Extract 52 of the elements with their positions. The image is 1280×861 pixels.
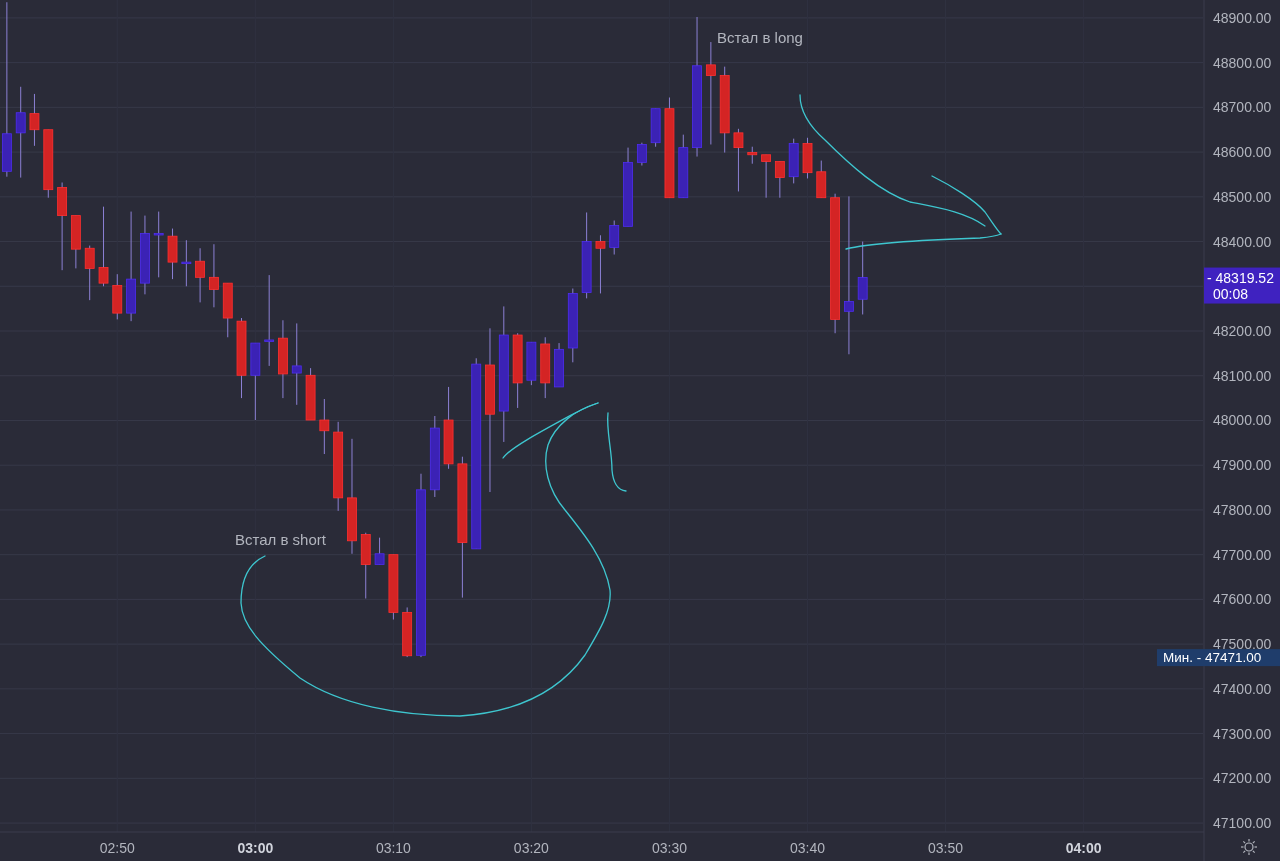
candlestick <box>374 537 385 566</box>
candlestick <box>844 195 854 355</box>
candlestick <box>319 398 330 455</box>
y-tick-label: 48200.00 <box>1213 323 1272 340</box>
y-tick-label: 47700.00 <box>1213 546 1272 563</box>
y-tick-label: 48500.00 <box>1213 188 1272 205</box>
candlestick <box>761 154 772 199</box>
y-tick-label: 48900.00 <box>1213 9 1272 26</box>
y-tick-label: 47100.00 <box>1213 815 1272 832</box>
y-tick-label: 47900.00 <box>1213 457 1272 474</box>
candlestick <box>857 241 868 315</box>
x-tick-label: 03:50 <box>927 840 964 856</box>
x-tick-label: 03:00 <box>237 840 274 856</box>
y-tick-label: 47200.00 <box>1213 770 1272 787</box>
candlestick <box>84 245 95 301</box>
candlestick <box>98 206 109 287</box>
y-tick-label: 47800.00 <box>1213 501 1272 518</box>
y-tick-label: 48800.00 <box>1213 54 1272 71</box>
x-tick-label: 03:10 <box>375 840 412 856</box>
candlestick <box>733 128 744 192</box>
y-tick-label: 47400.00 <box>1213 680 1272 697</box>
y-tick-label: 48400.00 <box>1213 233 1272 250</box>
text: - 48319.52 <box>1207 269 1275 286</box>
candlestick <box>209 243 219 308</box>
candlestick <box>29 93 40 147</box>
candlestick <box>774 160 785 199</box>
candlestick <box>609 220 620 256</box>
x-tick-label: 02:50 <box>99 840 135 856</box>
candlestick <box>636 142 647 167</box>
y-tick-label: 48600.00 <box>1213 144 1272 161</box>
candlestick <box>291 322 302 406</box>
candlestick <box>595 234 606 294</box>
text: 00:08 <box>1213 285 1249 302</box>
candlestick <box>181 239 192 287</box>
y-tick-label: 48700.00 <box>1213 99 1272 116</box>
x-tick-label: 03:40 <box>790 840 826 856</box>
y-tick-label: 48100.00 <box>1213 367 1272 384</box>
x-tick-label: 03:30 <box>651 840 688 856</box>
annotation: Мин. - 47471.00 <box>1163 650 1262 666</box>
annotation: Встал в short <box>235 530 327 548</box>
x-tick-label: 04:00 <box>1065 840 1102 856</box>
candlestick <box>705 41 716 145</box>
candlestick <box>15 86 26 179</box>
y-tick-label: 47300.00 <box>1213 725 1272 742</box>
annotation: Встал в long <box>717 28 803 46</box>
x-tick-label: 03:20 <box>513 840 550 856</box>
candlestick <box>195 247 205 303</box>
candlestick <box>264 274 275 367</box>
y-tick-label: 47600.00 <box>1213 591 1272 608</box>
y-tick-label: 47500.00 <box>1213 636 1272 653</box>
y-tick-label: 48000.00 <box>1213 412 1272 429</box>
candlestick <box>153 211 164 278</box>
